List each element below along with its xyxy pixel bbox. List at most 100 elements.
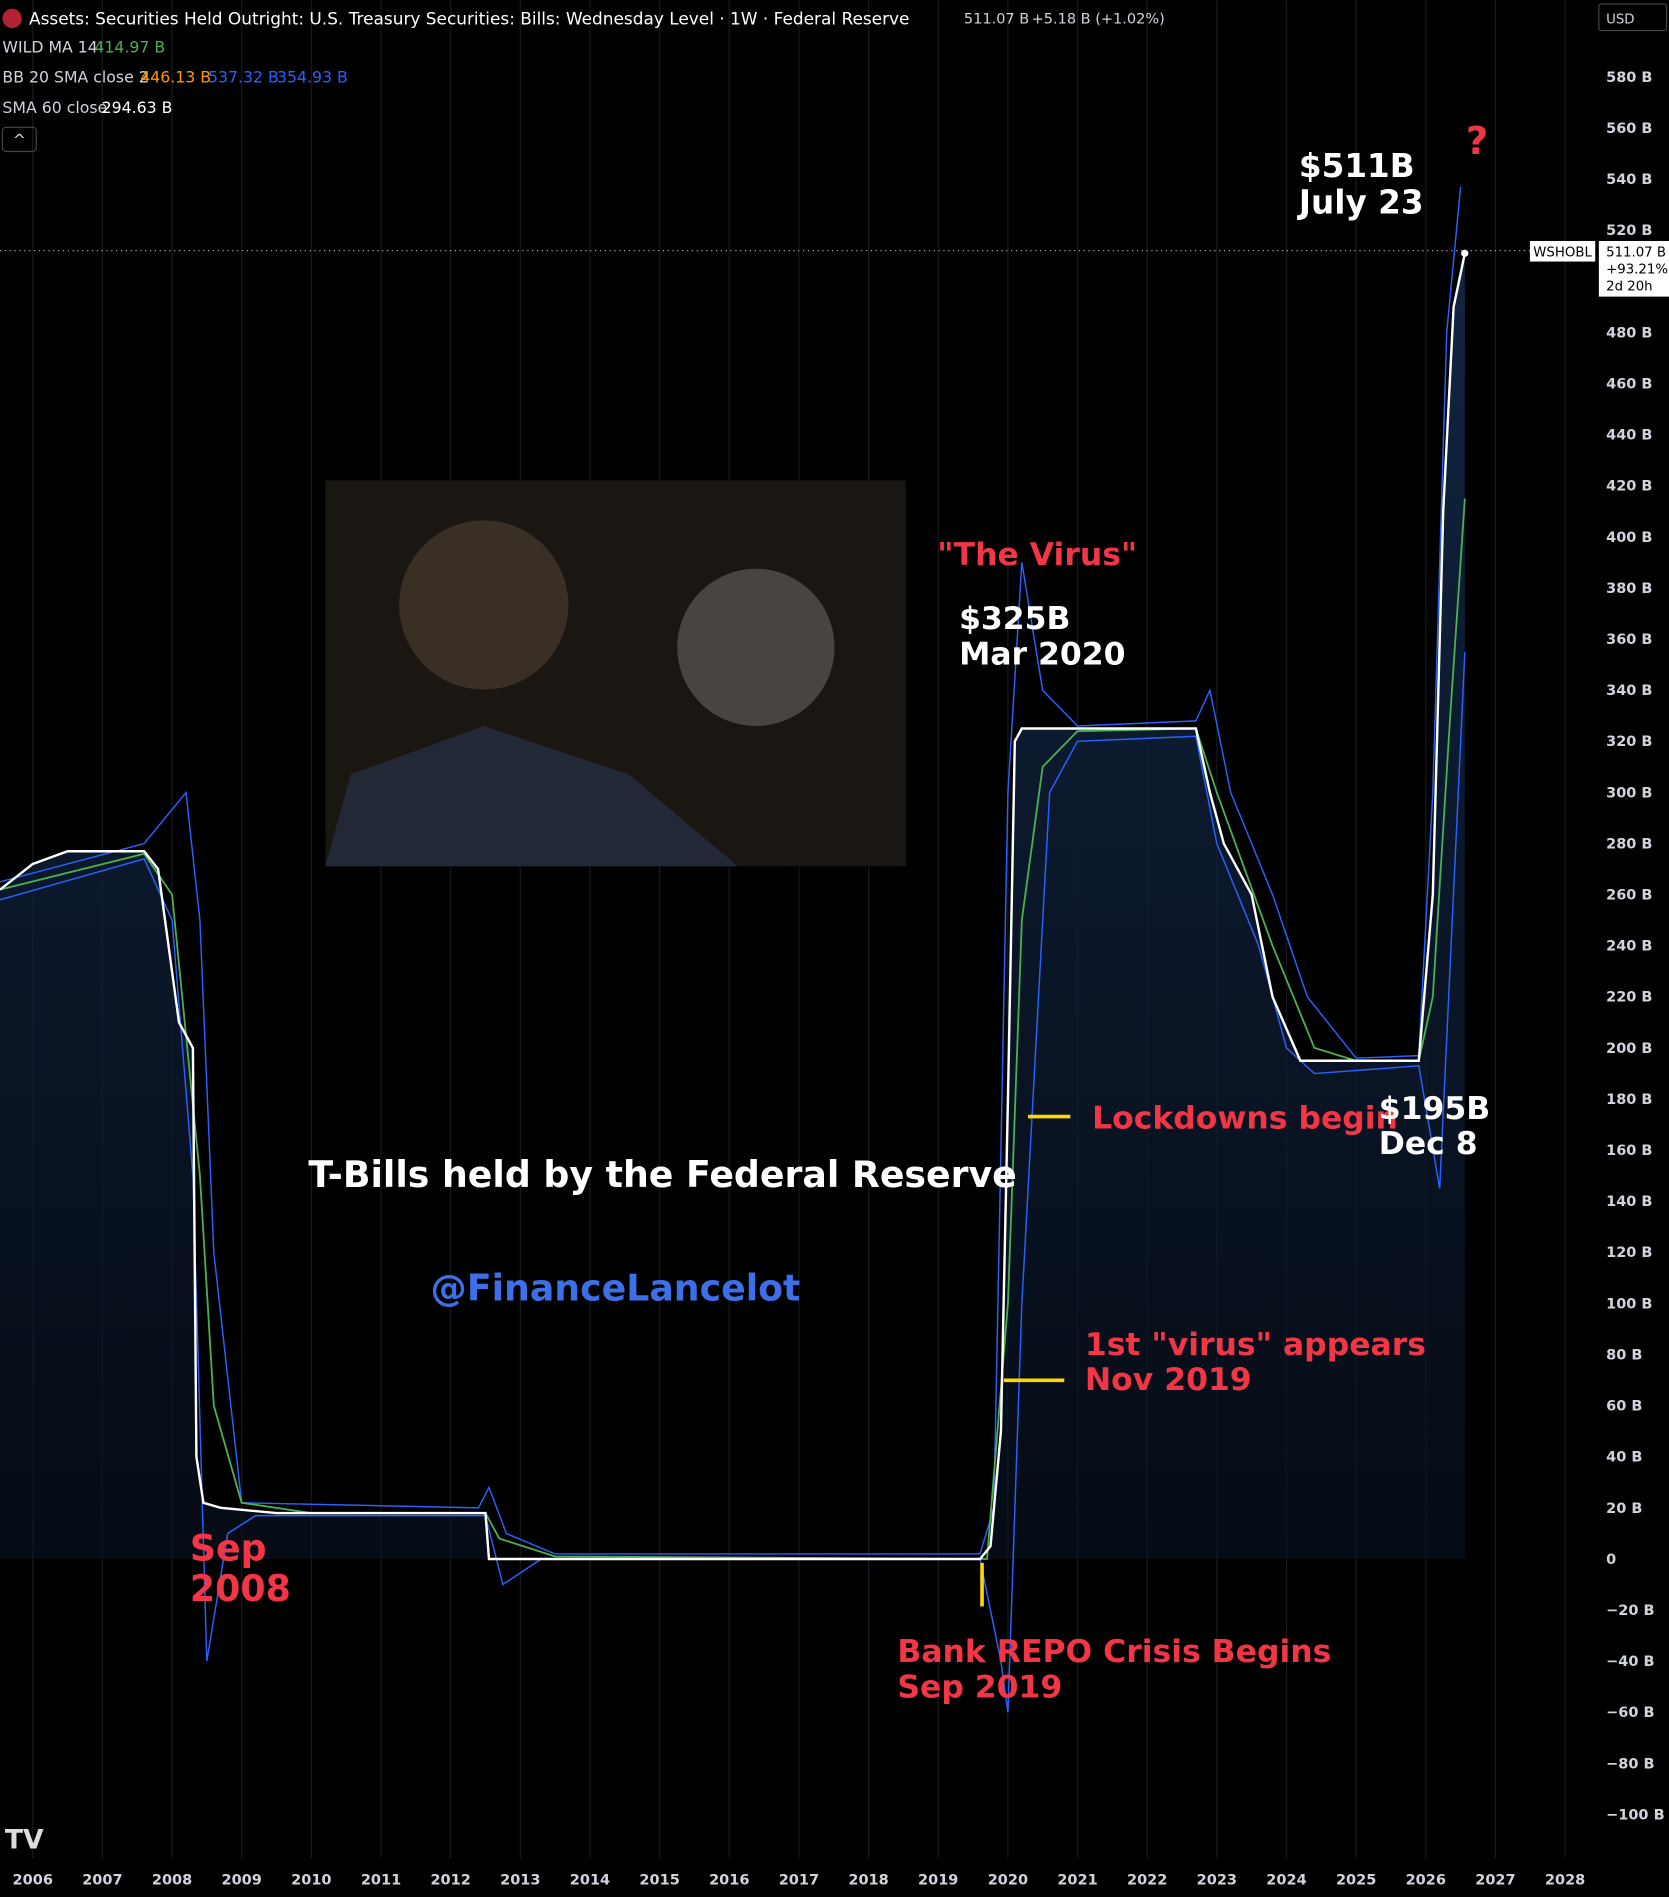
x-tick-label: 2014 xyxy=(570,1873,610,1889)
y-tick-label: 160 B xyxy=(1606,1143,1652,1159)
x-tick-label: 2007 xyxy=(82,1873,122,1889)
currency-button[interactable] xyxy=(1598,3,1668,32)
annotation: Bank REPO Crisis Begins xyxy=(897,1634,1331,1670)
y-tick-label: −40 B xyxy=(1606,1654,1654,1670)
y-tick-label: 40 B xyxy=(1606,1450,1642,1466)
y-tick-label: 60 B xyxy=(1606,1399,1642,1415)
y-tick-label: 200 B xyxy=(1606,1041,1652,1057)
x-tick-label: 2009 xyxy=(222,1873,262,1889)
annotation: T-Bills held by the Federal Reserve xyxy=(308,1153,1016,1196)
annotation: $511B xyxy=(1299,147,1415,185)
y-tick-label: 20 B xyxy=(1606,1501,1642,1517)
y-tick-label: 340 B xyxy=(1606,683,1652,699)
y-tick-label: 420 B xyxy=(1606,479,1652,495)
y-tick-label: 220 B xyxy=(1606,990,1652,1006)
annotation: Dec 8 xyxy=(1379,1126,1478,1162)
x-tick-label: 2021 xyxy=(1057,1873,1097,1889)
x-tick-label: 2020 xyxy=(988,1873,1028,1889)
x-tick-label: 2027 xyxy=(1475,1873,1515,1889)
y-tick-label: −60 B xyxy=(1606,1705,1654,1721)
flag-icon xyxy=(2,8,22,29)
x-tick-label: 2011 xyxy=(361,1873,401,1889)
photo-figure xyxy=(325,725,738,867)
y-tick-label: 440 B xyxy=(1606,428,1652,444)
y-tick-label: 560 B xyxy=(1606,121,1652,137)
y-tick-label: 120 B xyxy=(1606,1245,1652,1261)
bb-lower xyxy=(0,651,1466,1713)
x-tick-label: 2010 xyxy=(291,1873,331,1889)
legend-label: SMA 60 close xyxy=(2,98,107,117)
y-tick-label: 260 B xyxy=(1606,887,1652,903)
y-tick-label: 280 B xyxy=(1606,836,1652,852)
bb-upper xyxy=(0,186,1462,1555)
title: Assets: Securities Held Outright: U.S. T… xyxy=(29,9,909,29)
y-tick-label: 540 B xyxy=(1606,172,1652,188)
symbol-tag xyxy=(1529,240,1596,262)
photo-figure xyxy=(399,520,569,690)
y-tick-label: 520 B xyxy=(1606,223,1652,239)
x-tick-label: 2026 xyxy=(1406,1873,1446,1889)
price-tag-value: 511.07 B xyxy=(1606,246,1666,261)
legend-label: WILD MA 14 xyxy=(2,37,97,56)
y-tick-label: −100 B xyxy=(1606,1807,1665,1823)
symbol: WSHOBL xyxy=(1533,246,1592,261)
x-tick-label: 2028 xyxy=(1545,1873,1585,1889)
annotation: July 23 xyxy=(1297,183,1424,221)
annotation: "The Virus" xyxy=(937,537,1137,573)
annotation: Lockdowns begin xyxy=(1092,1101,1398,1137)
y-tick-label: 400 B xyxy=(1606,530,1652,546)
x-tick-label: 2013 xyxy=(500,1873,540,1889)
x-tick-label: 2015 xyxy=(639,1873,679,1889)
y-tick-label: 380 B xyxy=(1606,581,1652,597)
legend-value: 294.63 B xyxy=(102,98,173,117)
collapse-icon[interactable]: ^ xyxy=(13,130,26,149)
x-tick-label: 2017 xyxy=(779,1873,819,1889)
y-tick-label: 360 B xyxy=(1606,632,1652,648)
area xyxy=(0,253,1465,1560)
legend-value: 354.93 B xyxy=(277,68,348,87)
x-tick-label: 2019 xyxy=(918,1873,958,1889)
annotation: 1st "virus" appears xyxy=(1085,1327,1426,1363)
main-line xyxy=(0,253,1467,1561)
annotation: @FinanceLancelot xyxy=(431,1266,801,1309)
annotation: Sep 2019 xyxy=(897,1669,1062,1705)
x-tick-label: 2024 xyxy=(1266,1873,1306,1889)
legend-value: 414.97 B xyxy=(94,37,165,56)
y-tick-label: 80 B xyxy=(1606,1347,1642,1363)
legend-label: BB 20 SMA close 2 xyxy=(2,68,148,87)
y-tick-label: 580 B xyxy=(1606,70,1652,86)
y-tick-label: −20 B xyxy=(1606,1603,1654,1619)
currency[interactable]: USD xyxy=(1606,12,1634,27)
price-tag xyxy=(1598,240,1669,297)
annotation: $325B xyxy=(959,601,1070,637)
y-tick-label: 300 B xyxy=(1606,785,1652,801)
annotation: ? xyxy=(1466,119,1488,164)
y-tick-label: 240 B xyxy=(1606,939,1652,955)
x-tick-label: 2018 xyxy=(848,1873,888,1889)
x-axis-panel xyxy=(0,1860,1669,1897)
y-tick-label: −80 B xyxy=(1606,1756,1654,1772)
x-tick-label: 2008 xyxy=(152,1873,192,1889)
annotation: Sep xyxy=(190,1526,267,1569)
last-point xyxy=(1461,249,1469,257)
y-tick-label: 0 xyxy=(1606,1552,1616,1568)
y-axis-panel xyxy=(1596,0,1669,1897)
price-tag-percent: +93.21% xyxy=(1606,263,1668,278)
y-tick-label: 320 B xyxy=(1606,734,1652,750)
x-tick-label: 2023 xyxy=(1197,1873,1237,1889)
y-tick-label: 460 B xyxy=(1606,376,1652,392)
collapse-button[interactable] xyxy=(1,126,37,153)
annotation: 2008 xyxy=(190,1567,291,1610)
logo: TV xyxy=(5,1824,44,1855)
x-tick-label: 2016 xyxy=(709,1873,749,1889)
last-price: 511.07 B xyxy=(964,11,1029,27)
photo-figure xyxy=(677,568,835,726)
y-tick-label: 180 B xyxy=(1606,1092,1652,1108)
annotation: Nov 2019 xyxy=(1085,1362,1252,1398)
x-tick-label: 2025 xyxy=(1336,1873,1376,1889)
y-tick-label: 140 B xyxy=(1606,1194,1652,1210)
legend-value: 537.32 B xyxy=(208,68,279,87)
x-tick-label: 2012 xyxy=(430,1873,470,1889)
price-tag-countdown: 2d 20h xyxy=(1606,280,1652,295)
